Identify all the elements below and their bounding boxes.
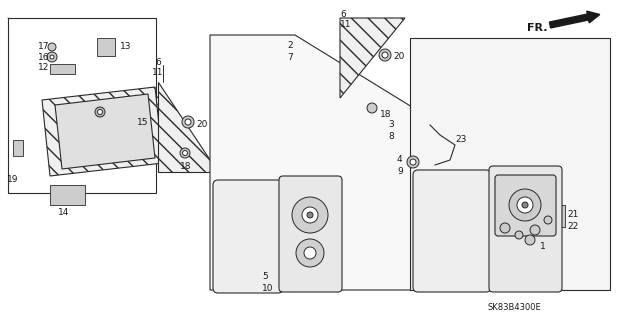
Circle shape xyxy=(500,223,510,233)
Circle shape xyxy=(50,55,54,59)
Polygon shape xyxy=(158,82,218,172)
Bar xyxy=(50,64,75,74)
Text: 5: 5 xyxy=(262,272,268,281)
Circle shape xyxy=(307,212,313,218)
Circle shape xyxy=(48,43,56,51)
Text: 7: 7 xyxy=(287,53,293,62)
Bar xyxy=(97,38,115,56)
Bar xyxy=(8,18,156,193)
Circle shape xyxy=(296,239,324,267)
Text: 22: 22 xyxy=(567,222,579,231)
Text: 17: 17 xyxy=(38,42,49,51)
Text: FR.: FR. xyxy=(527,23,548,33)
Circle shape xyxy=(517,197,533,213)
Text: 15: 15 xyxy=(137,118,148,127)
Circle shape xyxy=(180,148,190,158)
Circle shape xyxy=(410,159,416,165)
FancyArrow shape xyxy=(549,11,600,28)
FancyBboxPatch shape xyxy=(489,166,562,292)
Circle shape xyxy=(522,202,528,208)
Bar xyxy=(50,185,85,205)
Text: 8: 8 xyxy=(388,132,394,141)
Circle shape xyxy=(544,216,552,224)
Text: 16: 16 xyxy=(38,53,49,62)
Text: 20: 20 xyxy=(393,52,404,61)
Text: 13: 13 xyxy=(120,42,131,51)
Text: 23: 23 xyxy=(455,135,467,144)
Bar xyxy=(560,205,565,227)
Polygon shape xyxy=(340,18,405,98)
Circle shape xyxy=(382,52,388,58)
Text: 1: 1 xyxy=(540,242,546,251)
FancyBboxPatch shape xyxy=(279,176,342,292)
Circle shape xyxy=(304,247,316,259)
FancyBboxPatch shape xyxy=(495,175,556,236)
Text: 9: 9 xyxy=(397,167,403,176)
Circle shape xyxy=(367,103,377,113)
Text: 10: 10 xyxy=(262,284,273,293)
FancyBboxPatch shape xyxy=(413,170,491,292)
Circle shape xyxy=(379,49,391,61)
Circle shape xyxy=(530,225,540,235)
Text: 21: 21 xyxy=(567,210,579,219)
Text: 2: 2 xyxy=(287,41,293,50)
FancyBboxPatch shape xyxy=(213,180,283,293)
Text: 6: 6 xyxy=(340,10,346,19)
Circle shape xyxy=(292,197,328,233)
Text: 11: 11 xyxy=(152,68,164,77)
Text: 20: 20 xyxy=(196,120,207,129)
Circle shape xyxy=(97,109,102,115)
Polygon shape xyxy=(55,94,155,169)
Text: 12: 12 xyxy=(38,63,49,72)
Circle shape xyxy=(407,156,419,168)
Polygon shape xyxy=(410,38,610,290)
Polygon shape xyxy=(210,35,490,290)
Circle shape xyxy=(509,189,541,221)
Bar xyxy=(13,140,23,156)
Text: 18: 18 xyxy=(380,110,392,119)
Text: 4: 4 xyxy=(397,155,403,164)
Text: 19: 19 xyxy=(7,175,19,184)
Text: SK83B4300E: SK83B4300E xyxy=(488,303,541,312)
Circle shape xyxy=(515,231,523,239)
Text: 18: 18 xyxy=(180,162,191,171)
Text: 14: 14 xyxy=(58,208,69,217)
Circle shape xyxy=(182,116,194,128)
Polygon shape xyxy=(42,87,163,176)
Circle shape xyxy=(47,52,57,62)
Circle shape xyxy=(95,107,105,117)
Text: 11: 11 xyxy=(340,20,351,29)
Circle shape xyxy=(525,235,535,245)
Text: 6: 6 xyxy=(155,58,161,67)
Circle shape xyxy=(185,119,191,125)
Circle shape xyxy=(302,207,318,223)
Circle shape xyxy=(182,151,188,155)
Text: 3: 3 xyxy=(388,120,394,129)
Bar xyxy=(526,248,536,254)
